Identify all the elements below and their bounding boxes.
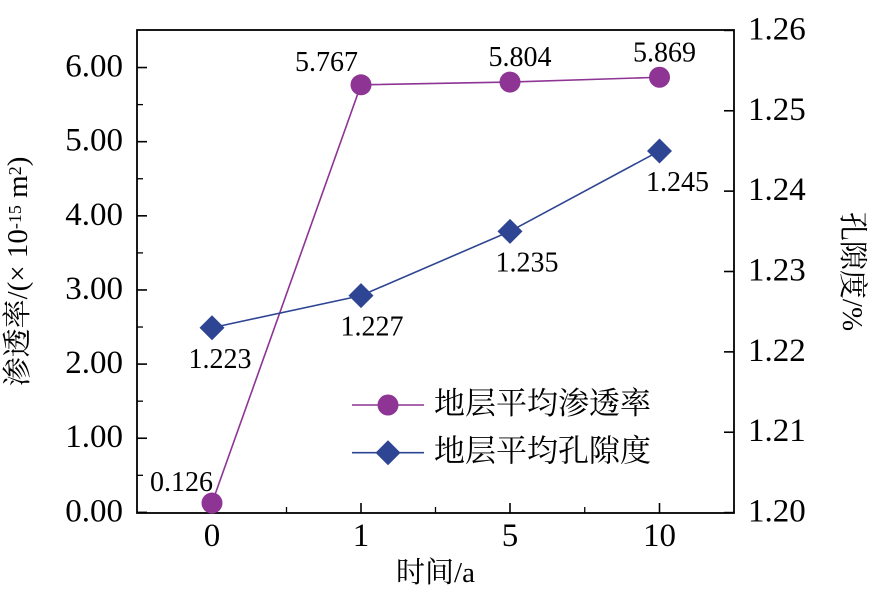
- svg-text:1: 1: [353, 518, 370, 554]
- svg-text:1.22: 1.22: [748, 333, 806, 369]
- svg-text:1.21: 1.21: [748, 413, 806, 449]
- svg-text:5.869: 5.869: [633, 37, 696, 68]
- svg-text:地层平均孔隙度: 地层平均孔隙度: [434, 434, 651, 469]
- svg-text:1.23: 1.23: [748, 253, 806, 289]
- svg-text:10: 10: [643, 518, 676, 554]
- svg-text:3.00: 3.00: [65, 271, 123, 307]
- svg-text:0.126: 0.126: [150, 467, 213, 498]
- svg-text:0: 0: [204, 518, 221, 554]
- svg-text:1.24: 1.24: [748, 172, 806, 208]
- svg-text:6.00: 6.00: [65, 49, 123, 85]
- svg-text:1.227: 1.227: [341, 312, 404, 343]
- svg-text:5.00: 5.00: [65, 123, 123, 159]
- svg-text:4.00: 4.00: [65, 197, 123, 233]
- svg-text:5.767: 5.767: [295, 47, 358, 78]
- svg-text:孔隙度/%: 孔隙度/%: [836, 212, 869, 331]
- svg-text:时间/a: 时间/a: [396, 556, 475, 589]
- svg-text:1.20: 1.20: [748, 494, 806, 530]
- svg-text:1.223: 1.223: [189, 344, 252, 375]
- svg-text:1.235: 1.235: [496, 247, 559, 278]
- svg-text:5.804: 5.804: [489, 42, 552, 73]
- svg-text:5: 5: [502, 518, 519, 554]
- svg-text:1.26: 1.26: [748, 11, 806, 47]
- svg-text:2.00: 2.00: [65, 345, 123, 381]
- svg-text:0.00: 0.00: [65, 493, 123, 529]
- svg-text:1.245: 1.245: [646, 167, 709, 198]
- svg-text:渗透率/(× 10-15 m2): 渗透率/(× 10-15 m2): [1, 157, 34, 387]
- svg-text:1.25: 1.25: [748, 92, 806, 128]
- svg-text:1.00: 1.00: [65, 419, 123, 455]
- svg-text:地层平均渗透率: 地层平均渗透率: [434, 386, 651, 421]
